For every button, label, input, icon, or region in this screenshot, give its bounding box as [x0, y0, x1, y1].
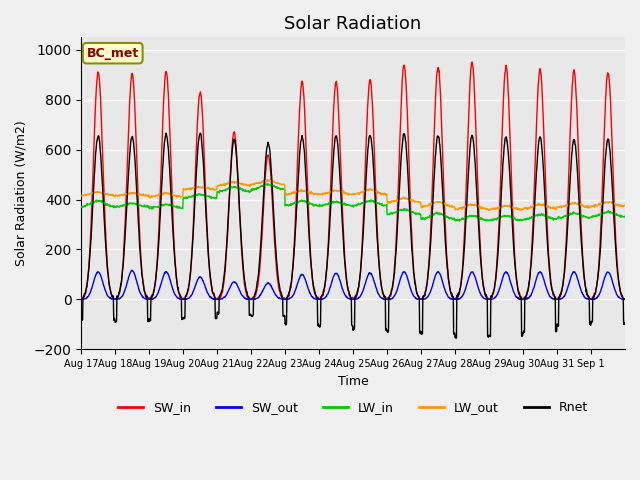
Rnet [329, 169, 337, 175]
SW_out [339, 288, 347, 294]
Legend: SW_in, SW_out, LW_in, LW_out, Rnet: SW_in, SW_out, LW_in, LW_out, Rnet [113, 396, 593, 419]
SW_in [561, 257, 569, 263]
SW_out [163, 269, 171, 275]
LW_in [339, 200, 347, 206]
SW_out [482, 296, 490, 301]
SW_in [163, 71, 170, 76]
LW_in [264, 181, 272, 187]
Line: LW_out: LW_out [81, 180, 625, 211]
LW_in [482, 217, 490, 223]
SW_in [482, 291, 490, 297]
Rnet [614, 276, 622, 281]
LW_out [329, 187, 337, 193]
Rnet [163, 130, 170, 136]
LW_in [163, 202, 170, 207]
LW_out [621, 203, 628, 208]
Line: LW_in: LW_in [81, 184, 625, 221]
Rnet [452, 335, 460, 341]
Text: BC_met: BC_met [86, 47, 139, 60]
SW_out [614, 294, 622, 300]
LW_out [163, 190, 170, 196]
SW_out [128, 267, 136, 273]
SW_in [77, 296, 85, 301]
SW_out [329, 275, 337, 281]
SW_in [468, 59, 476, 65]
Rnet [77, 318, 85, 324]
LW_in [456, 218, 463, 224]
LW_out [339, 190, 347, 195]
SW_in [614, 275, 622, 280]
Rnet [621, 320, 628, 325]
LW_in [561, 213, 569, 219]
SW_in [111, 297, 118, 302]
SW_out [77, 296, 85, 302]
SW_in [329, 130, 337, 136]
LW_out [77, 192, 85, 198]
LW_out [485, 208, 493, 214]
LW_in [614, 212, 622, 218]
LW_out [481, 205, 489, 211]
LW_out [264, 177, 271, 183]
SW_in [621, 296, 628, 302]
Line: SW_out: SW_out [81, 270, 625, 300]
SW_in [339, 216, 347, 221]
LW_out [614, 203, 622, 209]
SW_out [561, 292, 569, 298]
SW_out [79, 297, 86, 302]
LW_in [329, 199, 337, 205]
X-axis label: Time: Time [338, 374, 369, 387]
Line: Rnet: Rnet [81, 133, 625, 338]
Title: Solar Radiation: Solar Radiation [284, 15, 422, 33]
Rnet [561, 261, 569, 266]
Rnet [163, 132, 170, 138]
Rnet [482, 291, 490, 297]
LW_in [77, 204, 85, 210]
LW_in [621, 214, 628, 219]
Rnet [339, 228, 347, 233]
Line: SW_in: SW_in [81, 62, 625, 300]
SW_out [621, 297, 628, 302]
LW_out [561, 203, 569, 209]
Y-axis label: Solar Radiation (W/m2): Solar Radiation (W/m2) [15, 120, 28, 266]
